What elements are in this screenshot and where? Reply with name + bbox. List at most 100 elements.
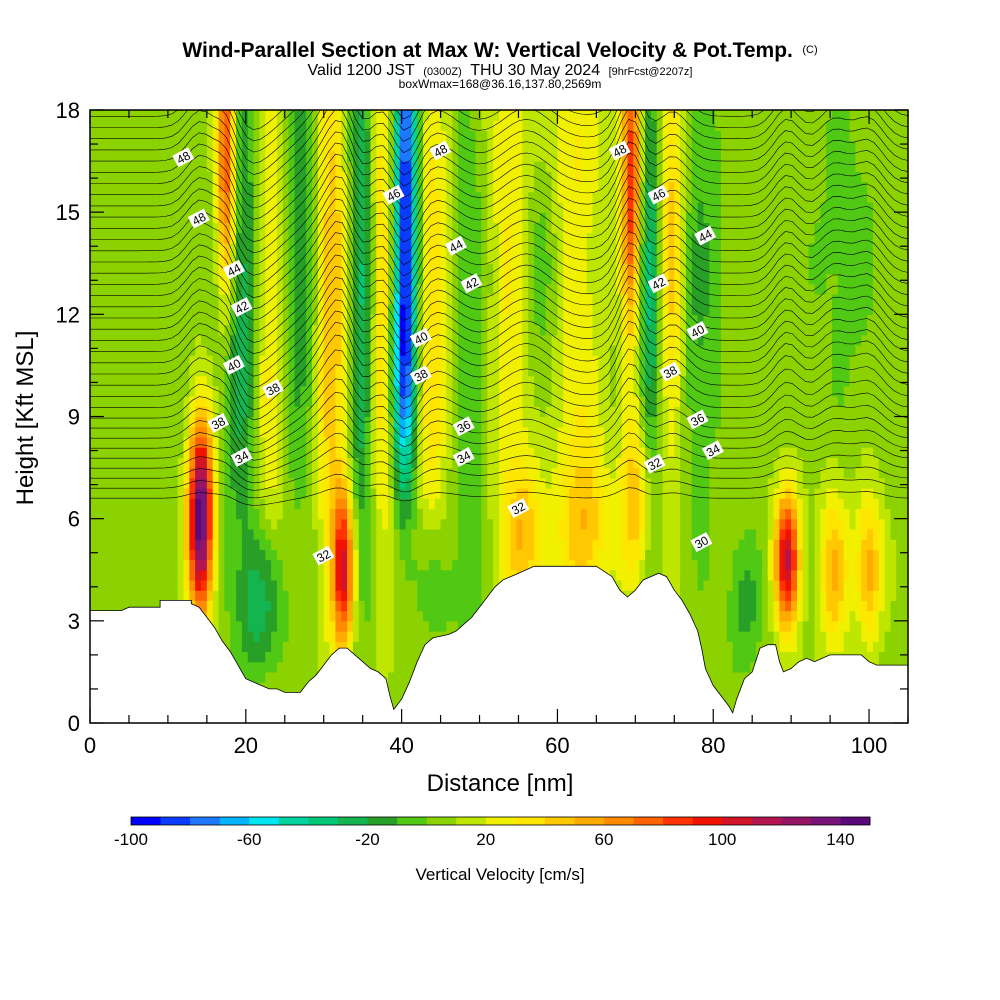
w-cell	[376, 457, 383, 469]
w-cell	[230, 140, 237, 152]
w-cell	[189, 304, 196, 315]
w-cell	[113, 253, 120, 264]
w-cell	[136, 436, 144, 448]
w-cell	[417, 120, 424, 132]
w-cell	[259, 191, 266, 203]
w-cell	[569, 508, 576, 520]
w-cell	[504, 253, 512, 264]
w-cell	[393, 447, 401, 458]
w-cell	[206, 375, 214, 387]
w-cell	[195, 181, 202, 193]
w-cell	[300, 232, 307, 244]
w-cell	[376, 518, 383, 530]
w-cell	[510, 150, 518, 162]
w-cell	[329, 293, 336, 305]
w-cell	[499, 273, 506, 285]
w-cell	[387, 406, 395, 418]
w-cell	[165, 273, 173, 285]
w-cell	[387, 457, 395, 469]
w-cell	[253, 661, 261, 673]
w-cell	[510, 232, 518, 244]
w-cell	[276, 447, 284, 458]
w-cell	[195, 385, 202, 397]
w-cell	[382, 590, 389, 601]
w-cell	[154, 559, 161, 571]
w-cell	[358, 590, 366, 601]
w-cell	[405, 406, 412, 418]
w-cell	[329, 488, 336, 499]
w-cell	[165, 293, 173, 305]
w-cell	[434, 293, 442, 305]
w-cell	[171, 569, 179, 581]
w-cell	[481, 528, 488, 540]
w-cell	[160, 426, 167, 438]
w-cell	[90, 181, 97, 193]
w-cell	[335, 631, 342, 642]
w-cell	[417, 528, 424, 540]
w-cell	[259, 631, 266, 642]
w-cell	[130, 130, 138, 142]
w-cell	[306, 477, 313, 489]
w-cell	[522, 130, 529, 142]
w-cell	[107, 171, 114, 183]
w-cell	[469, 232, 477, 244]
w-cell	[335, 201, 342, 213]
w-cell	[101, 600, 109, 612]
w-cell	[563, 467, 570, 479]
w-cell	[160, 365, 167, 377]
w-cell	[165, 549, 173, 561]
w-cell	[452, 334, 459, 346]
w-cell	[428, 457, 436, 469]
w-cell	[177, 120, 185, 132]
w-cell	[487, 498, 494, 510]
w-cell	[236, 518, 243, 530]
w-cell	[417, 161, 424, 172]
w-cell	[493, 365, 500, 377]
w-cell	[440, 191, 448, 203]
w-cell	[90, 569, 97, 581]
w-cell	[423, 610, 430, 622]
w-cell	[130, 201, 138, 213]
w-cell	[417, 549, 424, 561]
w-cell	[107, 406, 114, 418]
w-cell	[423, 191, 430, 203]
w-cell	[335, 436, 342, 448]
w-cell	[113, 201, 120, 213]
w-cell	[206, 610, 214, 622]
w-cell	[370, 130, 377, 142]
w-cell	[165, 324, 173, 336]
w-cell	[370, 181, 377, 193]
w-cell	[463, 590, 471, 601]
w-cell	[352, 385, 360, 397]
w-cell	[218, 600, 225, 612]
w-cell	[452, 201, 459, 213]
w-cell	[387, 171, 395, 183]
w-cell	[493, 344, 500, 356]
w-cell	[411, 355, 418, 367]
w-cell	[253, 457, 261, 469]
w-cell	[253, 518, 261, 530]
w-cell	[312, 120, 319, 132]
w-cell	[294, 436, 301, 448]
w-cell	[113, 273, 120, 285]
w-cell	[125, 120, 132, 132]
w-cell	[499, 130, 506, 142]
w-cell	[434, 416, 442, 428]
w-cell	[528, 304, 535, 315]
w-cell	[247, 508, 255, 520]
w-cell	[206, 171, 214, 183]
w-cell	[493, 201, 500, 213]
w-cell	[522, 263, 529, 275]
w-cell	[551, 396, 559, 407]
w-cell	[405, 334, 412, 346]
w-cell	[475, 498, 483, 510]
w-cell	[341, 498, 348, 510]
w-cell	[516, 355, 523, 367]
w-cell	[171, 324, 179, 336]
w-cell	[411, 253, 418, 264]
w-cell	[160, 406, 167, 418]
w-cell	[236, 283, 243, 295]
w-cell	[545, 253, 553, 264]
w-cell	[557, 314, 564, 326]
w-cell	[148, 396, 155, 407]
